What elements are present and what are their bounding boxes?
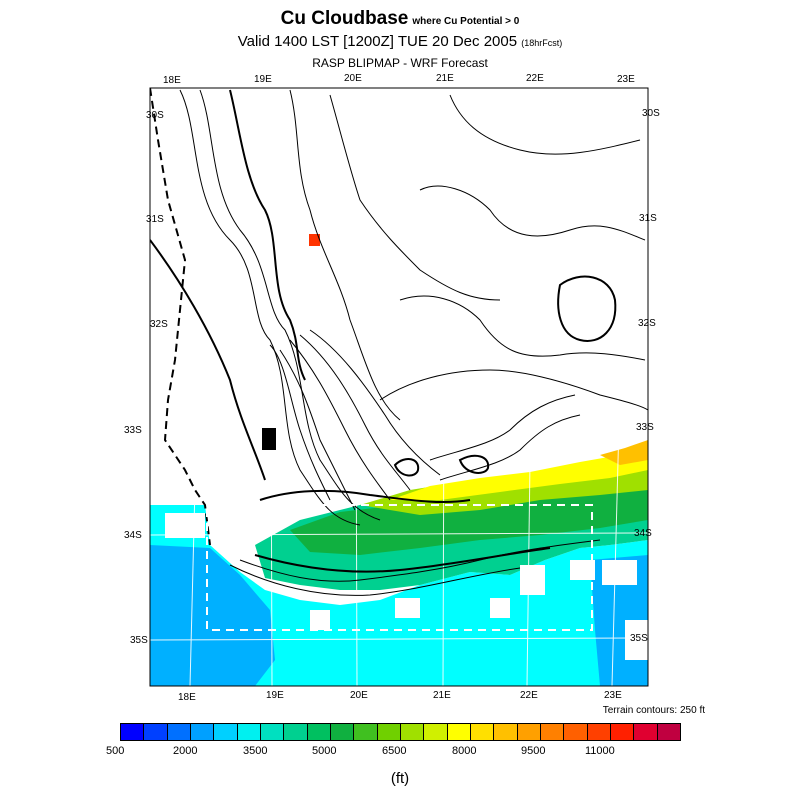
colorbar-tick: 5000 [312,745,337,757]
land-patch [520,565,545,595]
colorbar-tick: 11000 [585,745,615,757]
colorbar-swatch [610,724,635,740]
colorbar-tick-labels: 500 2000 3500 5000 6500 8000 9500 11000 [0,745,800,765]
lat-label-right: 34S [634,528,652,539]
colorbar-swatch [237,724,261,740]
colorbar-swatch [354,724,378,740]
colorbar-swatch [540,724,565,740]
colorbar-tick: 8000 [452,745,477,757]
map-frame [149,87,649,687]
cloudbase-red-cell [309,234,320,246]
terrain-contours [179,89,648,596]
ocean-region [150,505,648,686]
land-patch [310,610,330,630]
lon-label-top: 19E [254,74,272,85]
land-patch [625,620,648,660]
terrain-contours-bold [150,89,617,573]
colorbar-swatch [657,724,680,740]
colorbar-unit: (ft) [390,770,410,787]
colorbar-tick: 6500 [382,745,407,757]
lat-label-left: 34S [124,530,142,541]
colorbar-tick: 500 [106,745,125,757]
land-patch [570,560,595,580]
valid-time: Valid 1400 LST [1200Z] TUE 20 Dec 2005 [237,33,518,50]
colorbar-swatch [634,724,658,740]
colorbar-swatch [377,724,401,740]
colorbar-swatch [121,724,145,740]
lon-label-top: 18E [163,75,181,86]
sea-blue-band [150,545,275,686]
colorbar-swatch [424,724,448,740]
colorbar-tick: 3500 [243,745,268,757]
land-patch [165,513,205,538]
lat-label-left: 33S [124,425,142,436]
lon-label-top: 23E [617,74,635,85]
colorbar-swatch [307,724,331,740]
lon-label-bottom: 21E [433,690,451,701]
colorbar [120,723,681,741]
colorbar-swatch [447,724,471,740]
cloudbase-orange-field [600,440,648,465]
colorbar-swatch [517,724,541,740]
graticule [150,88,648,686]
colorbar-swatch [260,724,285,740]
inner-domain-box [206,504,593,631]
lon-label-top: 22E [526,73,544,84]
lat-label-right: 32S [638,318,656,329]
lon-label-bottom: 19E [266,690,284,701]
colorbar-swatch [470,724,495,740]
colorbar-swatch [284,724,308,740]
title-condition: where Cu Potential > 0 [412,16,520,27]
colorbar-swatch [167,724,191,740]
colorbar-swatch [587,724,611,740]
terrain-peak-marker [262,428,276,450]
title-main: Cu Cloudbase [280,8,409,29]
lon-label-top: 21E [436,73,454,84]
colorbar-swatch [494,724,518,740]
lat-label-right: 35S [630,633,648,644]
lat-label-right: 33S [636,422,654,433]
valid-time-line: Valid 1400 LST [1200Z] TUE 20 Dec 2005 (… [0,33,800,50]
lat-label-right: 30S [642,108,660,119]
colorbar-swatch [190,724,215,740]
lat-label-right: 31S [639,213,657,224]
colorbar-tick: 9500 [521,745,546,757]
lon-label-bottom: 18E [178,692,196,703]
colorbar-swatch [400,724,425,740]
land-patch [602,560,637,585]
coastline-dashed [150,88,211,546]
lat-label-left: 31S [146,214,164,225]
colorbar-tick: 2000 [173,745,198,757]
land-patch [395,598,420,618]
cloudbase-yellow-field [390,448,648,500]
colorbar-swatch [214,724,238,740]
model-name: RASP BLIPMAP - WRF Forecast [312,56,488,70]
colorbar-swatch [144,724,168,740]
map-title: Cu Cloudbase where Cu Potential > 0 [0,8,800,30]
colorbar-swatch [564,724,588,740]
lat-label-left: 30S [146,110,164,121]
terrain-contour-note: Terrain contours: 250 ft [602,705,705,716]
lon-label-bottom: 22E [520,690,538,701]
lon-label-top: 20E [344,73,362,84]
colorbar-swatch [330,724,355,740]
lon-label-bottom: 23E [604,690,622,701]
lat-label-left: 35S [130,635,148,646]
lat-label-left: 32S [150,319,168,330]
land-patch [490,598,510,618]
lon-label-bottom: 20E [350,690,368,701]
forecast-hour: (18hrFcst) [521,38,563,48]
